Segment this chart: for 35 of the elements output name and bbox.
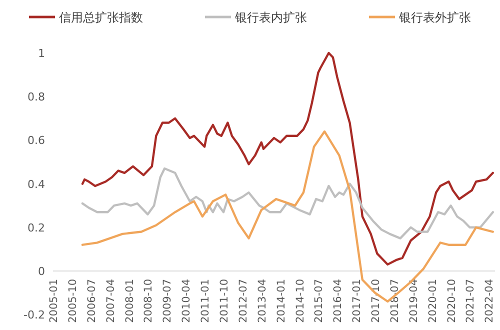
- x-tick-label: 2017-01: [351, 279, 364, 323]
- x-tick-label: 2014-01: [275, 279, 288, 323]
- y-tick-label: -0.2: [24, 308, 45, 322]
- line-series: [81, 167, 494, 240]
- x-tick-label: 2008-01: [124, 279, 136, 323]
- x-tick-label: 2021-07: [464, 279, 477, 323]
- y-tick-label: 0.8: [28, 90, 45, 104]
- y-tick-label: 1: [38, 47, 45, 60]
- x-tick-label: 2006-07: [86, 279, 98, 323]
- x-tick-label: 2012-07: [237, 279, 250, 323]
- x-tick-label: 2022-04: [484, 278, 496, 323]
- x-tick-label: 2011-10: [218, 279, 230, 323]
- legend-label: 信用总扩张指数: [59, 10, 143, 24]
- x-tick-label: 2017-10: [370, 279, 382, 323]
- x-tick-label: 2005-10: [66, 279, 79, 323]
- x-tick-label: 2020-10: [446, 279, 458, 323]
- line-series: [81, 52, 494, 266]
- x-tick-label: 2019-04: [408, 278, 420, 323]
- x-tick-label: 2009-07: [162, 279, 174, 323]
- x-tick-label: 2011-01: [200, 279, 212, 323]
- legend-label: 银行表内扩张: [234, 10, 307, 24]
- y-tick-label: 0.6: [28, 134, 45, 148]
- x-tick-label: 2013-04: [256, 278, 268, 323]
- y-tick-label: 0: [38, 265, 45, 278]
- x-tick-label: 2016-04: [332, 278, 344, 323]
- y-tick-label: 0.2: [28, 221, 45, 234]
- legend-label: 银行表外扩张: [398, 10, 471, 24]
- y-tick-label: 0.4: [28, 178, 45, 191]
- x-tick-label: 2005-01: [48, 279, 60, 323]
- x-tick-label: 2008-10: [142, 279, 155, 323]
- x-tick-label: 2010-04: [180, 278, 193, 323]
- x-tick-label: 2020-01: [426, 279, 439, 323]
- x-tick-label: 2014-10: [294, 279, 306, 323]
- x-tick-label: 2015-07: [313, 279, 326, 323]
- x-tick-label: 2007-04: [104, 278, 117, 323]
